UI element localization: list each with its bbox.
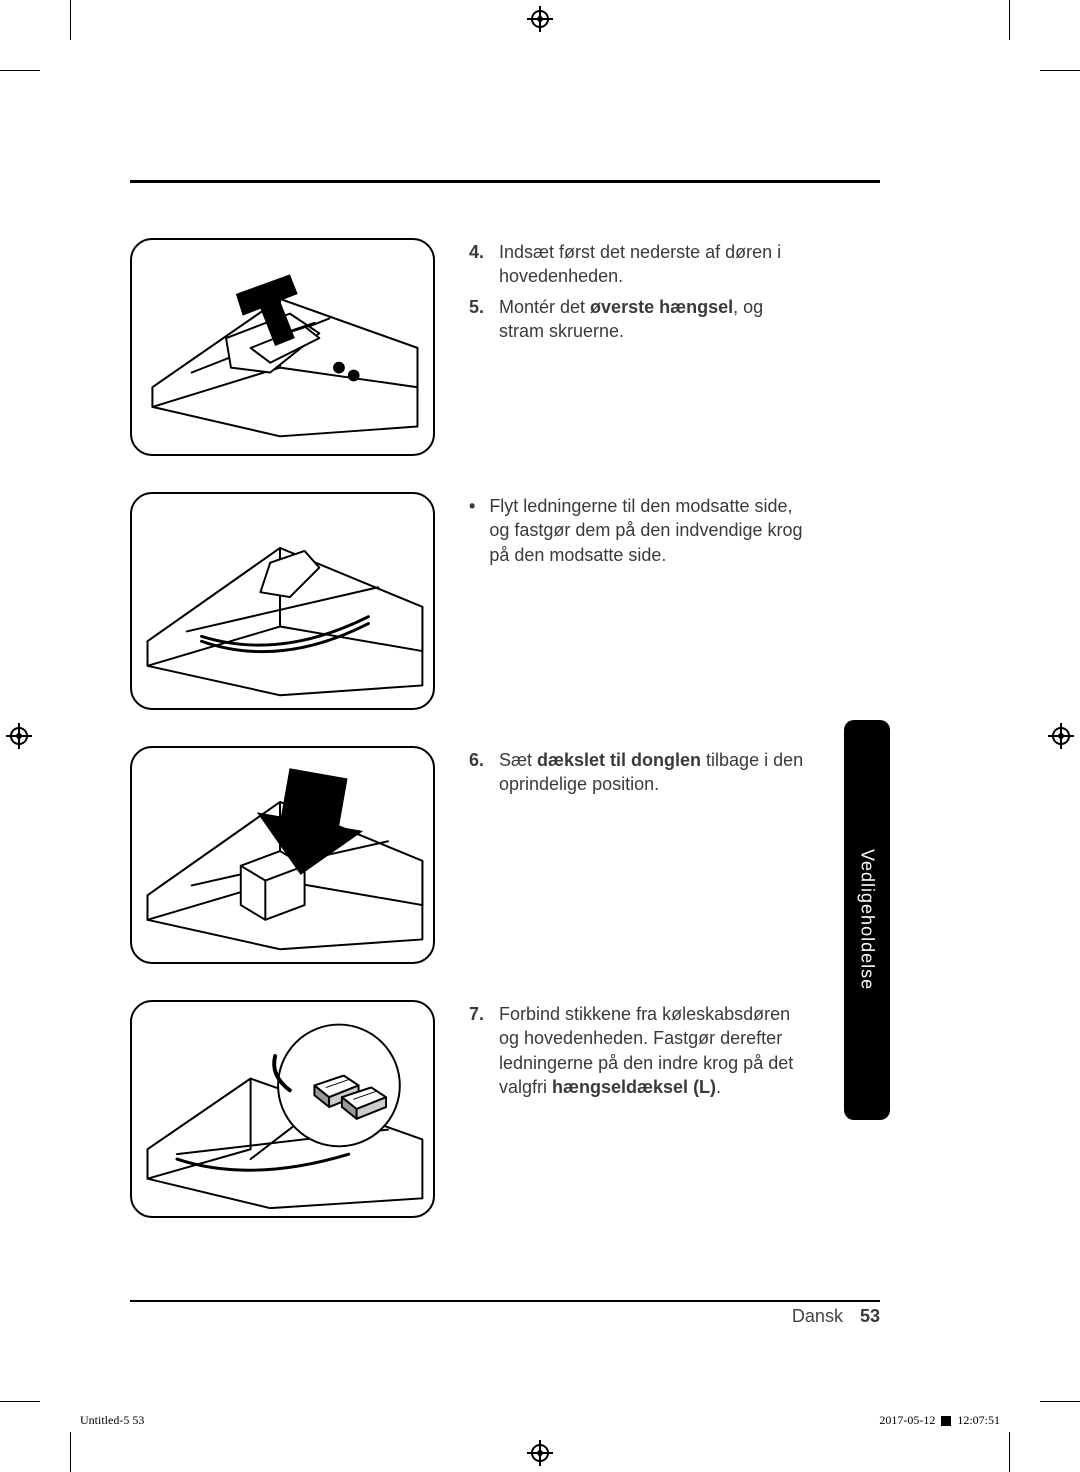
registration-mark-icon bbox=[527, 6, 553, 32]
instruction-row: 7. Forbind stikkene fra køleskabsdøren o… bbox=[130, 1000, 810, 1218]
instruction-row: 4. Indsæt først det nederste af døren i … bbox=[130, 238, 810, 456]
registration-mark-icon bbox=[527, 1440, 553, 1466]
connector-diagram bbox=[132, 1002, 433, 1216]
instruction-row: Flyt ledningerne til den modsatte side, … bbox=[130, 492, 810, 710]
step-number: 7. bbox=[469, 1002, 489, 1099]
section-tab-label: Vedligeholdelse bbox=[857, 849, 878, 990]
hinge-install-diagram bbox=[132, 240, 433, 454]
step-number: 6. bbox=[469, 748, 489, 797]
instruction-text: Flyt ledningerne til den modsatte side, … bbox=[469, 492, 810, 710]
registration-mark-icon bbox=[1048, 723, 1074, 749]
figure-step-7 bbox=[130, 1000, 435, 1218]
instruction-row: 6. Sæt dækslet til donglen tilbage i den… bbox=[130, 746, 810, 964]
bottom-rule bbox=[130, 1300, 880, 1302]
crop-mark bbox=[0, 70, 40, 71]
section-tab: Vedligeholdelse bbox=[844, 720, 890, 1120]
registration-mark-icon bbox=[6, 723, 32, 749]
instruction-text: 4. Indsæt først det nederste af døren i … bbox=[469, 238, 810, 456]
print-slug-left: Untitled-5 53 bbox=[80, 1413, 144, 1428]
step-number: 4. bbox=[469, 240, 489, 289]
instruction-text: 6. Sæt dækslet til donglen tilbage i den… bbox=[469, 746, 810, 964]
figure-wires bbox=[130, 492, 435, 710]
crop-mark bbox=[1040, 1401, 1080, 1402]
page-number: 53 bbox=[860, 1306, 880, 1326]
crop-mark bbox=[1040, 70, 1080, 71]
top-rule bbox=[130, 180, 880, 183]
step-text: Forbind stikkene fra køleskabsdøren og h… bbox=[499, 1002, 810, 1099]
step-number: 5. bbox=[469, 295, 489, 344]
crop-mark bbox=[0, 1401, 40, 1402]
step-text: Indsæt først det nederste af døren i hov… bbox=[499, 240, 810, 289]
print-slug-right: 2017-05-12 12:07:51 bbox=[879, 1413, 1000, 1428]
crop-mark bbox=[70, 1432, 71, 1472]
dongle-cover-diagram bbox=[132, 748, 433, 962]
language-label: Dansk bbox=[792, 1306, 843, 1326]
page-footer: Dansk 53 bbox=[792, 1306, 880, 1327]
crop-mark bbox=[1009, 1432, 1010, 1472]
manual-page: 4. Indsæt først det nederste af døren i … bbox=[0, 0, 1080, 1472]
wire-route-diagram bbox=[132, 494, 433, 708]
content-area: 4. Indsæt først det nederste af døren i … bbox=[130, 238, 810, 1218]
figure-step-4-5 bbox=[130, 238, 435, 456]
step-text: Sæt dækslet til donglen tilbage i den op… bbox=[499, 748, 810, 797]
step-text: Flyt ledningerne til den modsatte side, … bbox=[489, 494, 810, 567]
step-text: Montér det øverste hængsel, og stram skr… bbox=[499, 295, 810, 344]
crop-mark bbox=[1009, 0, 1010, 40]
crop-mark bbox=[70, 0, 71, 40]
figure-step-6 bbox=[130, 746, 435, 964]
instruction-text: 7. Forbind stikkene fra køleskabsdøren o… bbox=[469, 1000, 810, 1218]
slug-block-icon bbox=[941, 1416, 951, 1426]
